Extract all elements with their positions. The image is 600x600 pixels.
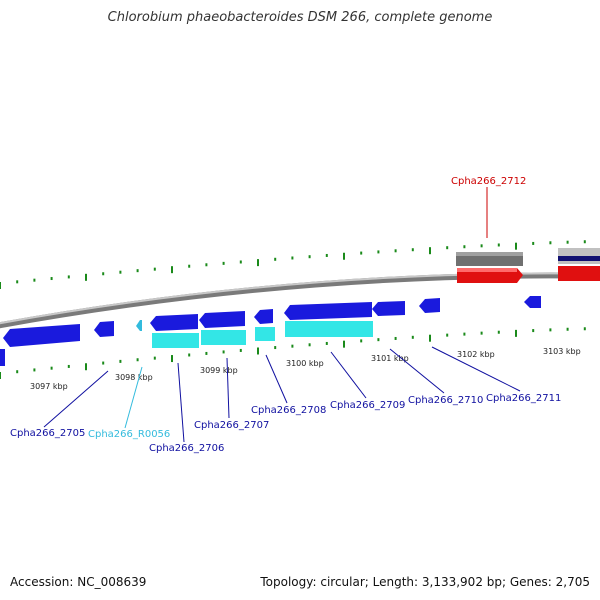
leader-line-2705 (43, 370, 109, 428)
scale-label: 3098 kbp (115, 373, 153, 382)
gene-feature-cpha266-2706[interactable] (150, 314, 198, 331)
gene-label-cpha266-2709[interactable]: Cpha266_2709 (330, 400, 405, 411)
gene-feature-cpha266-2707[interactable] (199, 311, 245, 328)
leader-line-2711 (431, 346, 521, 392)
leader-lines (43, 187, 521, 443)
leader-line-2706 (177, 362, 185, 443)
gene-feature-cpha266-2708[interactable] (254, 309, 273, 324)
gene-label-cpha266-2710[interactable]: Cpha266_2710 (408, 395, 483, 406)
scale-label: 3101 kbp (371, 354, 409, 363)
accession-label: Accession: NC_008639 (10, 575, 147, 589)
gene-label-cpha266-2707[interactable]: Cpha266_2707 (194, 420, 269, 431)
genome-backbone (0, 272, 600, 329)
topology-label: Topology: circular; Length: 3,133,902 bp… (260, 575, 590, 589)
leader-line-r0056 (124, 366, 143, 429)
gene-feature-small-a[interactable] (94, 321, 114, 337)
scale-labels: 3097 kbp 3098 kbp 3099 kbp 3100 kbp 3101… (30, 347, 581, 391)
gene-label-cpha266-2712[interactable]: Cpha266_2712 (451, 176, 526, 187)
scale-label: 3100 kbp (286, 359, 324, 368)
gene-label-cpha266-2711[interactable]: Cpha266_2711 (486, 393, 561, 404)
gene-label-cpha266-2706[interactable]: Cpha266_2706 (149, 443, 224, 454)
gene-labels: Cpha266_2705 Cpha266_R0056 Cpha266_2706 … (10, 176, 561, 454)
gene-feature-grey-shine (456, 252, 523, 256)
upper-tick-track (0, 240, 586, 289)
cds-feature-2709[interactable] (285, 321, 373, 337)
leader-line-2709 (330, 351, 367, 399)
cds-feature-2707[interactable] (201, 330, 246, 345)
gene-feature-cpha266-2711[interactable] (419, 298, 440, 313)
gene-label-cpha266-r0056[interactable]: Cpha266_R0056 (88, 429, 170, 440)
lower-strand-cds (152, 321, 373, 348)
cds-feature-2708[interactable] (255, 327, 275, 341)
scale-label: 3097 kbp (30, 382, 68, 391)
leader-line-2707 (226, 357, 230, 419)
gene-label-cpha266-2708[interactable]: Cpha266_2708 (251, 405, 326, 416)
gene-feature-offscreen-navy[interactable] (558, 256, 600, 261)
upper-strand-features (456, 248, 600, 308)
lower-strand-genes (0, 298, 440, 366)
leader-line-2710 (389, 348, 445, 394)
scale-label: 3099 kbp (200, 366, 238, 375)
scale-label: 3102 kbp (457, 350, 495, 359)
gene-feature-offscreen-red[interactable] (558, 266, 600, 281)
leader-line-2708 (265, 354, 288, 404)
genome-title: Chlorobium phaeobacteroides DSM 266, com… (107, 10, 493, 25)
gene-feature-cpha266-r0056[interactable] (136, 320, 142, 331)
gene-feature-cpha266-2712-shine (457, 268, 517, 272)
gene-feature-cpha266-2709[interactable] (284, 302, 372, 320)
lower-tick-track (0, 327, 586, 379)
gene-feature-cpha266-2710[interactable] (372, 301, 405, 316)
genome-backbone-highlight (0, 272, 600, 325)
gene-label-cpha266-2705[interactable]: Cpha266_2705 (10, 428, 85, 439)
scale-label: 3103 kbp (543, 347, 581, 356)
gene-feature-small-right[interactable] (524, 296, 541, 308)
gene-feature-edge-left[interactable] (0, 349, 5, 366)
gene-feature-cpha266-2705[interactable] (3, 324, 80, 347)
cds-feature-2706[interactable] (152, 333, 199, 348)
